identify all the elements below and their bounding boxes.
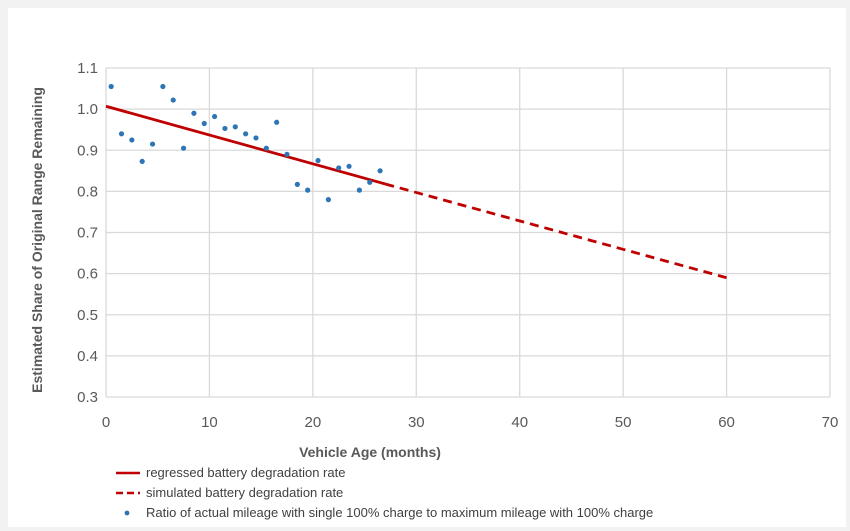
scatter-point [346,163,352,169]
legend: regressed battery degradation rate simul… [116,465,653,520]
legend-label-regressed: regressed battery degradation rate [146,465,345,480]
x-tick-label: 20 [305,414,322,431]
legend-label-simulated: simulated battery degradation rate [146,485,343,500]
scatter-point [315,157,321,164]
grid-layer [105,67,831,398]
x-tick-label: 30 [408,414,425,431]
regressed-degradation-line [105,104,386,186]
scatter-point [274,119,280,125]
y-tick-label: 0.8 [77,183,98,200]
y-tick-label: 0.5 [77,307,98,324]
legend-swatch-ratio [124,510,130,516]
scatter-point [212,113,218,120]
legend-label-ratio: Ratio of actual mileage with single 100%… [146,505,653,520]
scatter-point [160,83,166,90]
scatter-point [108,83,114,90]
y-tick-label: 1.0 [77,101,98,118]
scatter-point [336,165,342,171]
series-layer [105,83,727,280]
tick-layer: 0 10 20 30 40 50 60 70 0.3 0.4 0.5 0.6 0.7 0.8 0.9 1.0 1… [77,60,838,431]
x-tick-label: 10 [201,414,218,431]
scatter-point [191,110,197,116]
y-axis-title: Estimated Share of Original Range Remain… [29,87,45,393]
scatter-point [129,137,135,143]
y-tick-label: 0.6 [77,266,98,283]
scatter-point [118,131,125,137]
scatter-point [377,168,383,174]
y-tick-label: 0.7 [77,225,98,242]
chart-svg: 0 10 20 30 40 50 60 70 0.3 0.4 0.5 0.6 0.7 0.8 0.9 1.0 1… [29,60,838,520]
scatter-point [149,141,156,147]
scatter-point [367,179,373,185]
x-axis-title: Vehicle Age (months) [299,444,441,460]
scatter-point [180,145,187,151]
scatter-point [243,131,249,137]
scatter-point [305,187,311,193]
scatter-point [294,181,300,187]
scatter-point [232,124,238,130]
y-tick-label: 0.3 [77,389,98,406]
simulated-degradation-line [384,182,727,280]
scatter-point [222,125,228,132]
scatter-point [139,158,145,164]
y-tick-label: 0.4 [77,348,98,365]
scatter-point [325,197,331,203]
x-tick-label: 0 [102,414,110,431]
scatter-point [263,145,269,151]
scatter-point [170,97,176,103]
scatter-point [201,120,207,127]
x-tick-label: 70 [822,414,839,431]
y-tick-label: 1.1 [77,60,98,77]
x-tick-label: 60 [718,414,735,431]
x-tick-label: 40 [511,414,528,431]
x-tick-label: 50 [615,414,632,431]
scatter-point [253,135,259,141]
scatter-point [356,187,362,193]
y-tick-label: 0.9 [77,142,98,159]
scatter-point [284,151,290,157]
chart-card: 0 10 20 30 40 50 60 70 0.3 0.4 0.5 0.6 0.7 0.8 0.9 1.0 1… [8,8,846,527]
